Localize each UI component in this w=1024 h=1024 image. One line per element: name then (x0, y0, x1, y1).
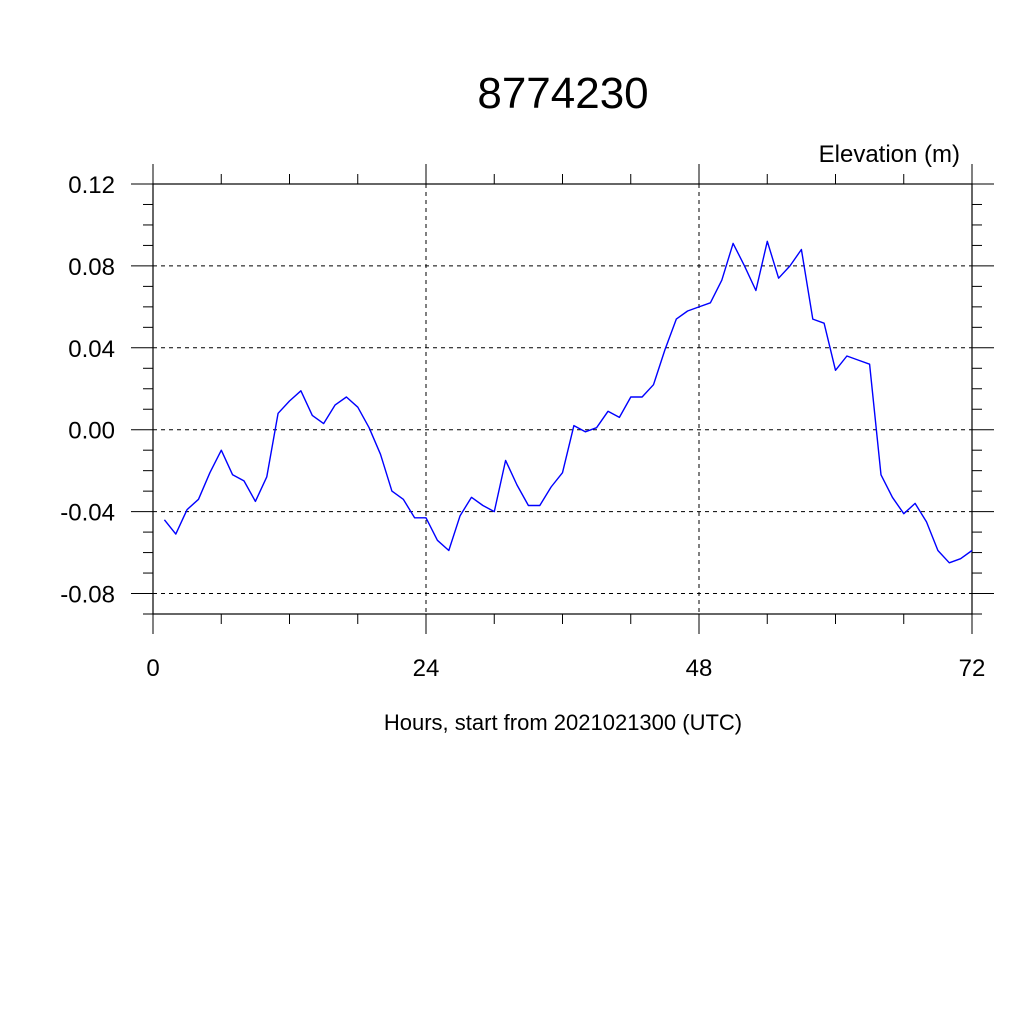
y-tick-label: 0.08 (68, 254, 115, 281)
chart-title: 8774230 (477, 69, 648, 118)
y-axis-label: Elevation (m) (819, 141, 960, 168)
tick-labels: -0.08 -0.04 0.00 0.04 0.08 0.12 0 24 48 72 (60, 172, 985, 682)
y-tick-label: -0.08 (60, 582, 115, 609)
series-line (163, 240, 973, 564)
y-tick-label: -0.04 (60, 500, 115, 527)
x-tick-label: 72 (959, 655, 986, 682)
x-tick-label: 24 (413, 655, 440, 682)
y-tick-label: 0.12 (68, 172, 115, 199)
series-layer (163, 240, 973, 564)
grid-lines (153, 183, 972, 614)
x-tick-label: 48 (686, 655, 713, 682)
x-tick-label: 0 (146, 655, 159, 682)
x-axis-label: Hours, start from 2021021300 (UTC) (384, 710, 742, 735)
y-tick-label: 0.00 (68, 418, 115, 445)
axes (131, 164, 994, 634)
plot-frame (152, 183, 973, 615)
y-tick-label: 0.04 (68, 336, 115, 363)
